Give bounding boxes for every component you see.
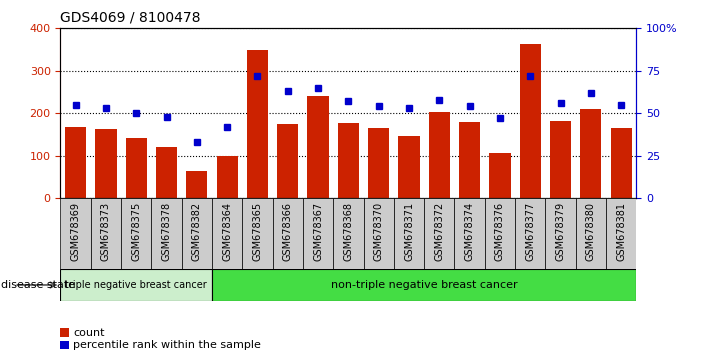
Text: percentile rank within the sample: percentile rank within the sample — [73, 340, 261, 350]
Text: non-triple negative breast cancer: non-triple negative breast cancer — [331, 280, 518, 290]
Text: GSM678364: GSM678364 — [222, 202, 232, 261]
Bar — [394, 198, 424, 269]
Bar — [363, 198, 394, 269]
Bar — [576, 198, 606, 269]
Text: GDS4069 / 8100478: GDS4069 / 8100478 — [60, 11, 201, 25]
Bar — [121, 198, 151, 269]
Bar — [60, 198, 91, 269]
Text: GSM678366: GSM678366 — [283, 202, 293, 261]
Bar — [606, 198, 636, 269]
Text: GSM678369: GSM678369 — [70, 202, 80, 261]
Bar — [303, 198, 333, 269]
Bar — [611, 128, 632, 198]
Bar — [60, 341, 70, 349]
Bar — [429, 112, 450, 198]
Bar — [212, 198, 242, 269]
Text: triple negative breast cancer: triple negative breast cancer — [65, 280, 207, 290]
Text: GSM678371: GSM678371 — [404, 202, 414, 261]
Bar — [398, 136, 419, 198]
Bar — [151, 198, 182, 269]
Bar — [424, 198, 454, 269]
Bar — [212, 269, 636, 301]
Text: GSM678367: GSM678367 — [313, 202, 323, 261]
Text: GSM678376: GSM678376 — [495, 202, 505, 261]
Bar — [545, 198, 576, 269]
Text: GSM678372: GSM678372 — [434, 202, 444, 261]
Bar — [454, 198, 485, 269]
Bar — [485, 198, 515, 269]
Bar — [91, 198, 121, 269]
Bar — [515, 198, 545, 269]
Bar — [459, 122, 480, 198]
Bar — [550, 121, 571, 198]
Bar — [307, 96, 328, 198]
Bar — [186, 171, 208, 198]
Text: GSM678377: GSM678377 — [525, 202, 535, 261]
Text: GSM678373: GSM678373 — [101, 202, 111, 261]
Text: GSM678370: GSM678370 — [374, 202, 384, 261]
Bar — [126, 138, 147, 198]
Bar — [520, 45, 541, 198]
Text: GSM678375: GSM678375 — [132, 202, 141, 261]
Text: GSM678378: GSM678378 — [161, 202, 171, 261]
Text: GSM678368: GSM678368 — [343, 202, 353, 261]
Bar — [182, 198, 212, 269]
Text: GSM678365: GSM678365 — [252, 202, 262, 261]
Text: GSM678381: GSM678381 — [616, 202, 626, 261]
Text: disease state: disease state — [1, 280, 75, 290]
Bar — [338, 123, 359, 198]
Bar — [489, 153, 510, 198]
Bar — [217, 156, 237, 198]
Bar — [60, 328, 70, 337]
Bar — [333, 198, 363, 269]
Bar — [242, 198, 272, 269]
Bar — [95, 130, 117, 198]
Bar — [156, 147, 177, 198]
Text: GSM678380: GSM678380 — [586, 202, 596, 261]
Text: count: count — [73, 327, 105, 338]
Bar — [247, 50, 268, 198]
Text: GSM678382: GSM678382 — [192, 202, 202, 261]
Bar — [368, 128, 390, 198]
Bar — [277, 124, 299, 198]
Text: GSM678379: GSM678379 — [555, 202, 565, 261]
Bar — [580, 109, 602, 198]
Bar — [272, 198, 303, 269]
Text: GSM678374: GSM678374 — [464, 202, 475, 261]
Bar — [65, 127, 86, 198]
Bar — [60, 269, 212, 301]
